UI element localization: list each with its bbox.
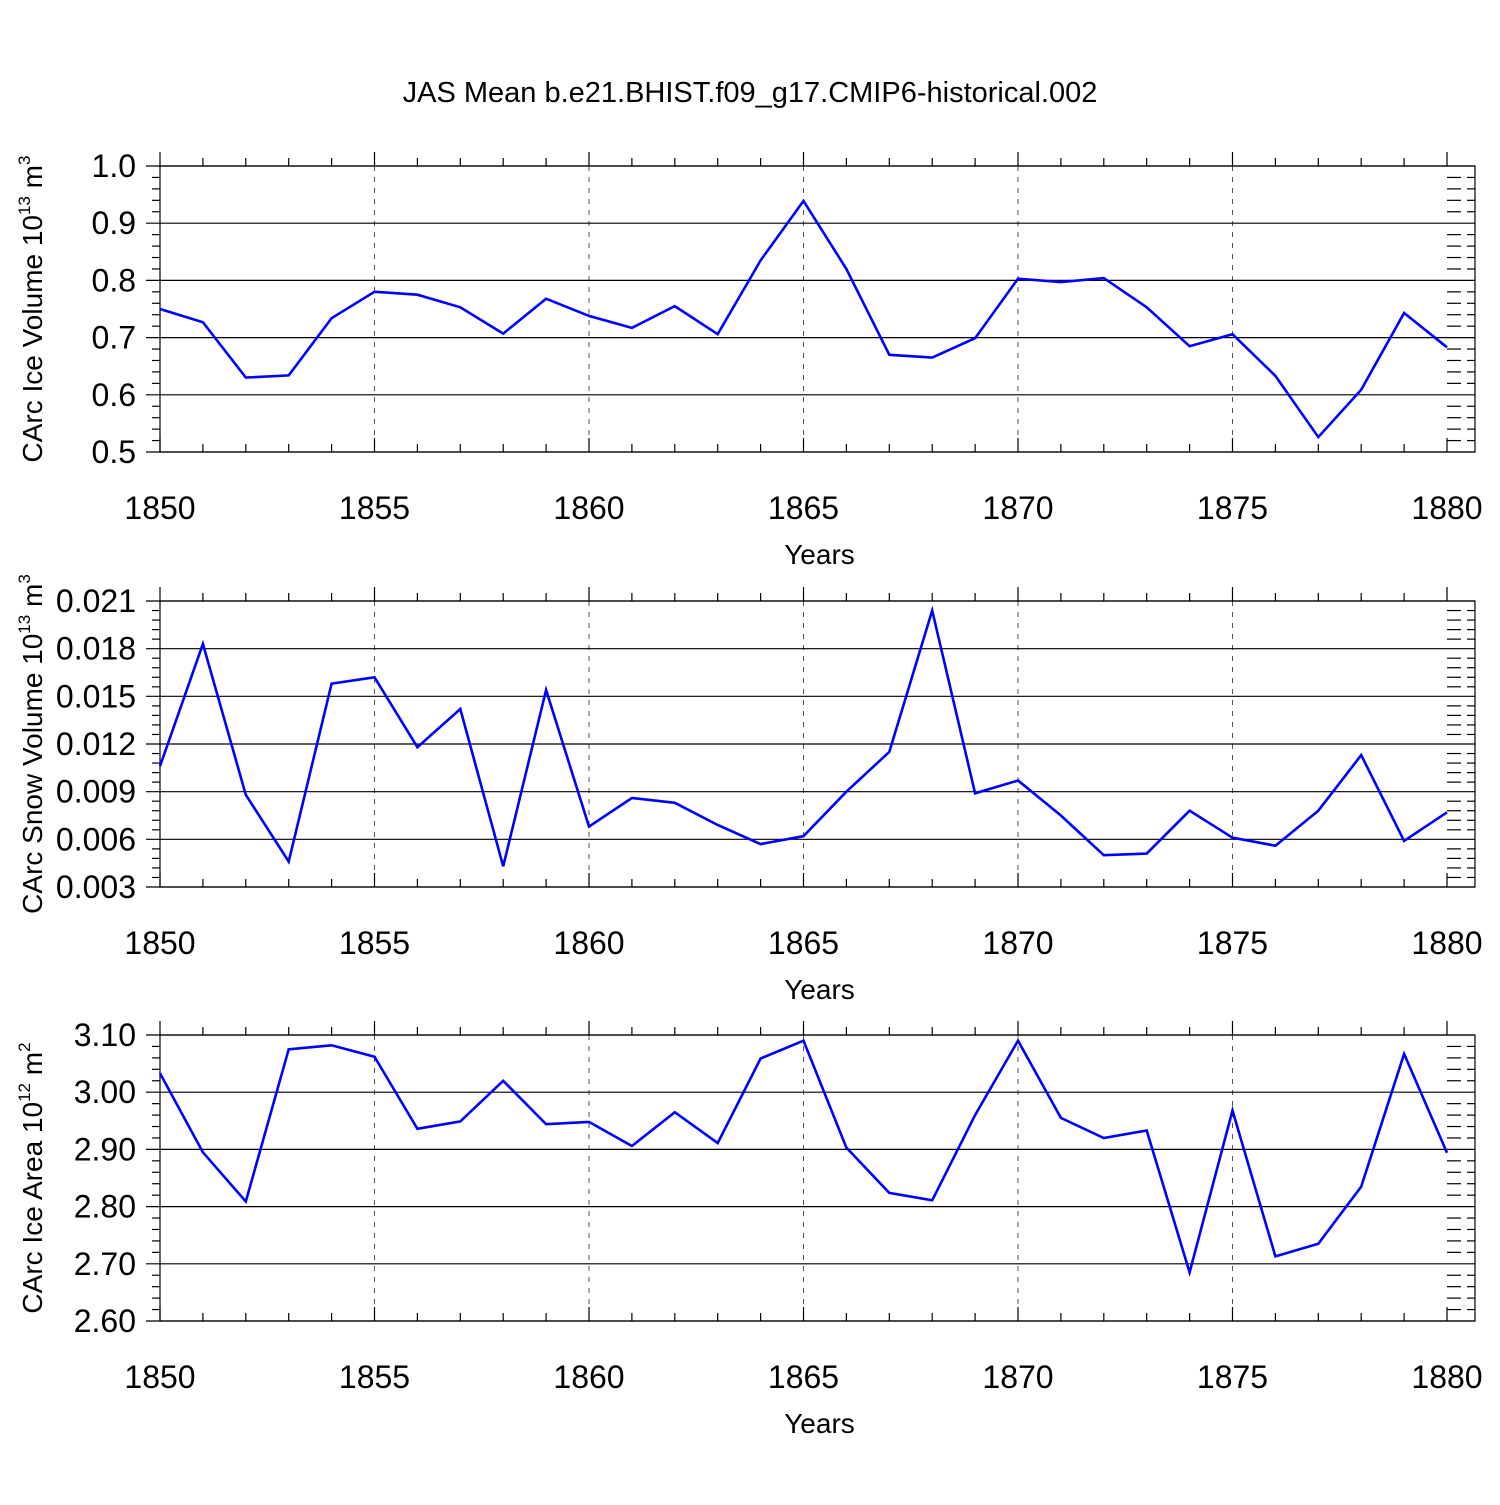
panel-2-y-tick-label: 0.009	[56, 774, 136, 810]
panel-1-y-tick-label: 1.0	[92, 148, 136, 184]
panel-3-y-tick-label: 2.80	[74, 1189, 136, 1225]
panel-3-x-tick-label: 1850	[124, 1359, 195, 1395]
panel-3-x-tick-label: 1870	[982, 1359, 1053, 1395]
panel-3-x-axis-title: Years	[784, 1408, 855, 1439]
chart-title: JAS Mean b.e21.BHIST.f09_g17.CMIP6-histo…	[403, 77, 1098, 109]
panel-1-x-tick-label: 1855	[339, 490, 410, 526]
panel-3-x-tick-label: 1860	[553, 1359, 624, 1395]
panel-1-x-tick-label: 1860	[553, 490, 624, 526]
panel-1-plot-frame	[159, 165, 1476, 453]
panel-2-y-tick-label: 0.018	[56, 631, 136, 667]
panel-1-x-tick-label: 1870	[982, 490, 1053, 526]
panel-1-x-tick-label: 1865	[768, 490, 839, 526]
panel-1-y-tick-label: 0.7	[92, 320, 136, 356]
panel-2-y-tick-label: 0.012	[56, 726, 136, 762]
panel-3-series-line	[158, 1038, 1449, 1278]
panel-2-x-tick-label: 1870	[982, 925, 1053, 961]
panel-2-y-tick-label: 0.003	[56, 869, 136, 905]
panel-2-y-axis-title: CArc Snow Volume 1013 m3	[15, 574, 48, 914]
panel-3-y-tick-label: 2.70	[74, 1246, 136, 1282]
panel-3-y-tick-label: 3.10	[74, 1017, 136, 1053]
panel-2-series-line	[158, 605, 1448, 867]
panel-3-y-axis-title: CArc Ice Area 1012 m2	[15, 1042, 48, 1313]
panel-2-x-tick-label: 1865	[768, 925, 839, 961]
panel-3-x-tick-label: 1865	[768, 1359, 839, 1395]
panel-1-x-tick-label: 1850	[124, 490, 195, 526]
panel-2-x-tick-label: 1875	[1197, 925, 1268, 961]
panel-3-x-tick-label: 1855	[339, 1359, 410, 1395]
panel-1-y-axis-title: CArc Ice Volume 1013 m3	[15, 156, 48, 463]
panel-2-x-axis-title: Years	[784, 974, 855, 1005]
panel-1-x-tick-label: 1880	[1411, 490, 1482, 526]
panel-3-y-tick-label: 2.60	[74, 1303, 136, 1339]
panel-1-y-tick-label: 0.9	[92, 205, 136, 241]
panel-1-x-axis-title: Years	[784, 539, 855, 570]
panel-3-x-tick-label: 1875	[1197, 1359, 1268, 1395]
panel-1-series-line	[159, 198, 1448, 440]
panel-3-y-tick-label: 2.90	[74, 1131, 136, 1167]
panel-2-x-tick-label: 1850	[124, 925, 195, 961]
panel-3-y-tick-label: 3.00	[74, 1074, 136, 1110]
panel-1-y-tick-label: 0.5	[92, 434, 136, 470]
panel-1-y-tick-label: 0.8	[92, 262, 136, 298]
panel-2-y-tick-label: 0.021	[56, 583, 136, 619]
panel-3-x-tick-label: 1880	[1411, 1359, 1482, 1395]
panel-1-y-tick-label: 0.6	[92, 377, 136, 413]
panel-2-x-tick-label: 1855	[339, 925, 410, 961]
panel-2-x-tick-label: 1880	[1411, 925, 1482, 961]
panel-2-y-tick-label: 0.006	[56, 821, 136, 857]
panel-2-x-tick-label: 1860	[553, 925, 624, 961]
panel-1-x-tick-label: 1875	[1197, 490, 1268, 526]
panel-2-y-tick-label: 0.015	[56, 678, 136, 714]
